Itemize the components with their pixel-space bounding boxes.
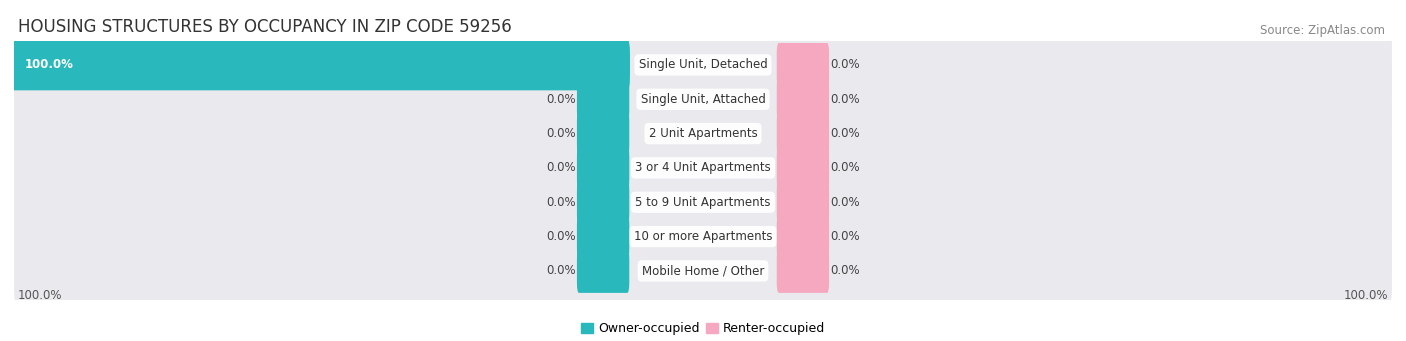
FancyBboxPatch shape: [14, 237, 1392, 305]
Text: 0.0%: 0.0%: [546, 161, 575, 175]
Text: 5 to 9 Unit Apartments: 5 to 9 Unit Apartments: [636, 196, 770, 209]
Text: 0.0%: 0.0%: [831, 93, 860, 106]
Text: Single Unit, Attached: Single Unit, Attached: [641, 93, 765, 106]
Text: 100.0%: 100.0%: [24, 58, 73, 72]
Text: 100.0%: 100.0%: [17, 289, 62, 302]
FancyBboxPatch shape: [776, 43, 830, 87]
FancyBboxPatch shape: [576, 146, 630, 190]
FancyBboxPatch shape: [14, 168, 1392, 236]
FancyBboxPatch shape: [776, 112, 830, 155]
FancyBboxPatch shape: [776, 146, 830, 190]
Text: HOUSING STRUCTURES BY OCCUPANCY IN ZIP CODE 59256: HOUSING STRUCTURES BY OCCUPANCY IN ZIP C…: [17, 18, 512, 36]
FancyBboxPatch shape: [14, 100, 1392, 167]
Text: 100.0%: 100.0%: [1344, 289, 1389, 302]
FancyBboxPatch shape: [14, 134, 1392, 202]
Text: 10 or more Apartments: 10 or more Apartments: [634, 230, 772, 243]
FancyBboxPatch shape: [776, 77, 830, 121]
Text: 3 or 4 Unit Apartments: 3 or 4 Unit Apartments: [636, 161, 770, 175]
FancyBboxPatch shape: [776, 214, 830, 258]
Text: 0.0%: 0.0%: [546, 264, 575, 277]
Text: 0.0%: 0.0%: [546, 127, 575, 140]
FancyBboxPatch shape: [576, 180, 630, 224]
Text: 0.0%: 0.0%: [546, 93, 575, 106]
FancyBboxPatch shape: [14, 65, 1392, 133]
Text: 0.0%: 0.0%: [831, 230, 860, 243]
Text: 0.0%: 0.0%: [831, 127, 860, 140]
FancyBboxPatch shape: [576, 77, 630, 121]
FancyBboxPatch shape: [576, 249, 630, 293]
Text: Single Unit, Detached: Single Unit, Detached: [638, 58, 768, 72]
Text: Mobile Home / Other: Mobile Home / Other: [641, 264, 765, 277]
Text: Source: ZipAtlas.com: Source: ZipAtlas.com: [1260, 24, 1385, 37]
FancyBboxPatch shape: [776, 180, 830, 224]
FancyBboxPatch shape: [576, 112, 630, 155]
FancyBboxPatch shape: [14, 203, 1392, 270]
FancyBboxPatch shape: [576, 214, 630, 258]
Legend: Owner-occupied, Renter-occupied: Owner-occupied, Renter-occupied: [575, 317, 831, 340]
Text: 0.0%: 0.0%: [546, 230, 575, 243]
FancyBboxPatch shape: [776, 249, 830, 293]
FancyBboxPatch shape: [14, 31, 1392, 99]
Text: 2 Unit Apartments: 2 Unit Apartments: [648, 127, 758, 140]
Text: 0.0%: 0.0%: [831, 161, 860, 175]
Text: 0.0%: 0.0%: [831, 58, 860, 72]
FancyBboxPatch shape: [11, 40, 630, 90]
Text: 0.0%: 0.0%: [831, 196, 860, 209]
Text: 0.0%: 0.0%: [546, 196, 575, 209]
Text: 0.0%: 0.0%: [831, 264, 860, 277]
